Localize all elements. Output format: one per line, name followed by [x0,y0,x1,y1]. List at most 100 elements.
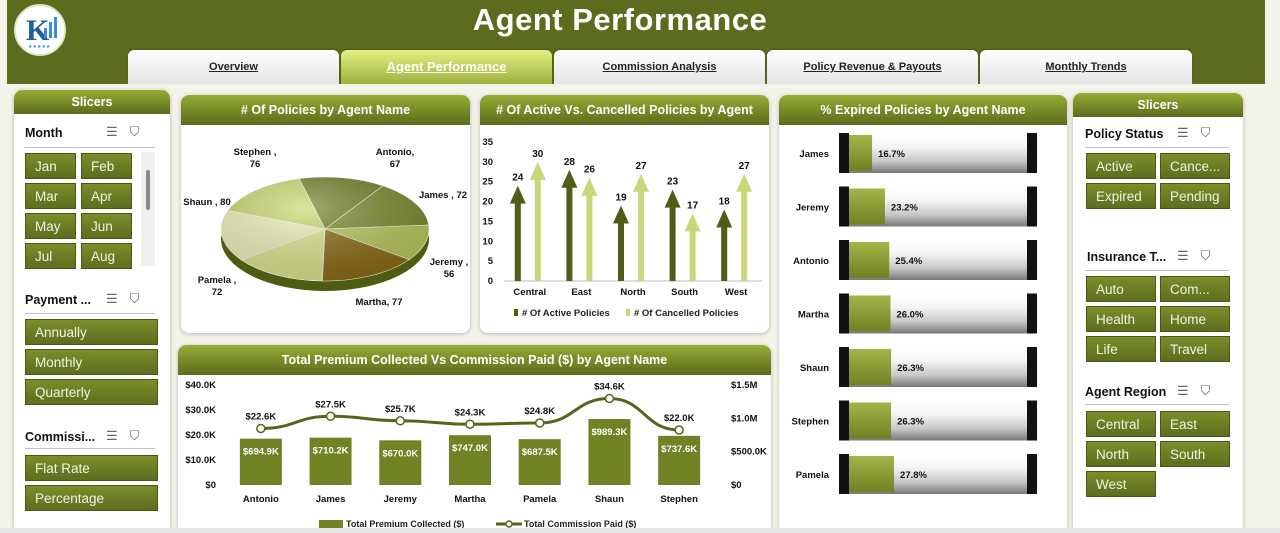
slicer-payment-quarterly[interactable]: Quarterly [25,379,158,405]
slicer-region-south[interactable]: South [1160,441,1230,467]
slicer-status-active[interactable]: Active [1086,153,1156,179]
premium-bar-jeremy[interactable] [379,440,422,485]
bar-value-label: 19 [615,193,627,204]
commission-point-antonio[interactable] [256,423,266,434]
multi-select-icon[interactable]: ☰ [106,291,130,306]
slicer-month-aug[interactable]: Aug [81,243,132,269]
premium-bar-shaun[interactable] [588,419,631,485]
multi-select-icon[interactable]: ☰ [1177,248,1201,263]
expired-policies-title: % Expired Policies by Agent Name [779,95,1067,125]
slicer-type-life[interactable]: Life [1086,336,1156,362]
bar-of-active-policies-south[interactable] [664,189,681,281]
slicer-type-travel[interactable]: Travel [1160,336,1230,362]
month-slicer-scroll-thumb[interactable] [146,170,150,210]
bar-of-cancelled-policies-south[interactable] [684,213,701,281]
bar-of-active-policies-west[interactable] [716,209,733,281]
expired-bar-jeremy[interactable] [849,188,885,225]
multi-select-icon[interactable]: ☰ [1177,383,1201,398]
slicer-month-jan[interactable]: Jan [25,153,76,179]
slicer-region-central[interactable]: Central [1086,411,1156,437]
expired-bar-james[interactable] [849,135,873,171]
slicer-commission-percentage[interactable]: Percentage [25,485,158,511]
agent-region-divider [1085,404,1229,405]
expired-value-label: 25.4% [895,256,922,267]
commission-point-stephen[interactable] [674,425,684,435]
bar-of-active-policies-central[interactable] [509,185,526,281]
commission-slicer-divider [25,448,155,449]
expired-bar-stephen[interactable] [849,402,892,439]
premium-bar-pamela[interactable] [518,439,561,485]
multi-select-icon[interactable]: ☰ [1177,125,1201,140]
slicer-payment-monthly[interactable]: Monthly [25,349,158,375]
expired-value-label: 16.7% [878,149,905,160]
slicer-month-jun[interactable]: Jun [81,213,132,239]
slicer-status-expired[interactable]: Expired [1086,183,1156,209]
clear-filter-icon[interactable]: ⛉ [1200,248,1223,263]
slicer-type-auto[interactable]: Auto [1086,276,1156,302]
clear-filter-icon[interactable]: ⛉ [129,428,152,443]
month-slicer-scrollbar[interactable] [141,152,155,266]
active-vs-cancelled-title: # Of Active Vs. Cancelled Policies by Ag… [480,95,769,125]
tab-agent-performance[interactable]: Agent Performance [341,50,552,84]
premium-bar-martha[interactable] [449,435,491,485]
slicer-commission-flat-rate[interactable]: Flat Rate [25,455,158,481]
slicer-region-east[interactable]: East [1160,411,1230,437]
expired-bar-antonio[interactable] [849,242,890,278]
premium-value-label: $737.6K [661,444,697,455]
tab-policy-revenue-payouts[interactable]: Policy Revenue & Payouts [767,50,978,84]
bar-of-active-policies-north[interactable] [613,205,629,281]
commission-point-shaun[interactable] [604,393,615,404]
slicer-month-apr[interactable]: Apr [81,183,132,209]
slicer-month-may[interactable]: May [25,213,76,239]
slicer-type-home[interactable]: Home [1160,306,1230,332]
clear-filter-icon[interactable]: ⛉ [1200,383,1223,398]
right-slicers-panel: Slicers Policy Status ☰⛉ Active Cance...… [1073,93,1243,528]
commission-point-pamela[interactable] [534,418,545,428]
clear-filter-icon[interactable]: ⛉ [129,291,152,306]
premium-value-label: $687.5K [522,447,558,458]
clear-filter-icon[interactable]: ⛉ [129,124,152,139]
multi-select-icon[interactable]: ☰ [106,428,130,443]
expired-bar-pamela[interactable] [849,456,895,492]
expired-bar-shaun[interactable] [849,349,892,385]
commission-point-james[interactable] [325,411,336,421]
clear-filter-icon[interactable]: ⛉ [1200,125,1223,140]
slicer-month-feb[interactable]: Feb [81,153,132,179]
slicer-type-health[interactable]: Health [1086,306,1156,332]
bar-of-cancelled-policies-central[interactable] [529,161,546,281]
slicer-status-cancelled[interactable]: Cance... [1160,153,1230,179]
tab-commission-analysis[interactable]: Commission Analysis [554,50,765,84]
slicer-type-commercial[interactable]: Com... [1160,276,1230,302]
expired-bar-martha[interactable] [849,295,891,332]
expired-agent-label: Pamela [796,470,830,481]
tab-overview[interactable]: Overview [128,50,339,84]
y-tick-label: 30 [482,157,493,168]
bar-of-cancelled-policies-west[interactable] [736,173,753,281]
y-tick-label: 20 [482,197,493,208]
legend-commission-marker [505,520,513,528]
slicer-month-mar[interactable]: Mar [25,183,76,209]
slicer-month-jul[interactable]: Jul [25,243,76,269]
bar-of-active-policies-east[interactable] [561,169,578,281]
commission-point-martha[interactable] [465,419,475,429]
premium-bar-stephen[interactable] [658,435,701,485]
pie-label-antonio: Antonio, [376,147,415,158]
commission-point-jeremy[interactable] [395,416,406,426]
premium-bar-antonio[interactable] [239,438,282,485]
left-y-tick-label: $20.0K [185,430,216,441]
bar-of-cancelled-policies-east[interactable] [581,177,598,281]
premium-bar-james[interactable] [309,437,352,485]
slicer-region-north[interactable]: North [1086,441,1156,467]
combo-x-tick-label: Stephen [660,494,698,505]
legend-active-label: # Of Active Policies [522,308,610,319]
y-tick-label: 35 [482,137,493,148]
expired-track-cap-left [839,240,849,280]
tab-monthly-trends[interactable]: Monthly Trends [980,50,1192,84]
legend-commission-label: Total Commission Paid ($) [524,519,636,528]
slicer-region-west[interactable]: West [1086,471,1156,497]
slicer-payment-annually[interactable]: Annually [25,319,158,345]
slicer-status-pending[interactable]: Pending [1160,183,1230,209]
combo-x-tick-label: Jeremy [384,494,418,505]
multi-select-icon[interactable]: ☰ [106,124,130,139]
bar-of-cancelled-policies-north[interactable] [633,173,649,281]
